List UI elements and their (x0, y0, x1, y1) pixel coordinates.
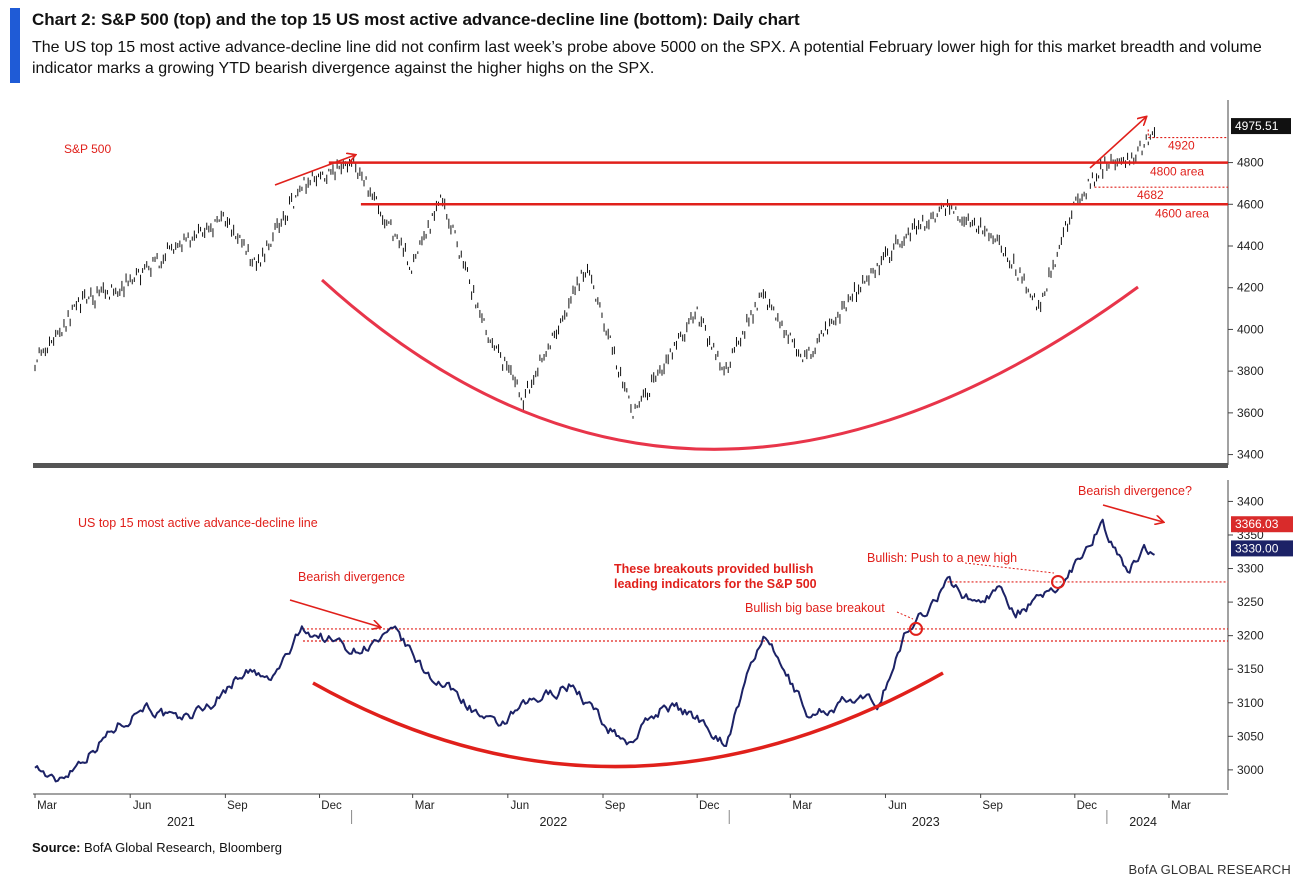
ad-last-value-tag-navy (1231, 540, 1293, 557)
level-4682-label: 4682 (1137, 188, 1164, 202)
sp500-y-tick-label: 4600 (1237, 197, 1264, 211)
ad-y-tick-label: 3100 (1237, 696, 1264, 710)
breakouts-note-line2: leading indicators for the S&P 500 (614, 577, 817, 591)
panel-divider-bar (33, 463, 1228, 468)
x-month-label: Dec (321, 800, 342, 812)
x-month-label: Dec (699, 800, 720, 812)
brand-mark: BofA GLOBAL RESEARCH (1128, 862, 1291, 877)
ad-line-series (34, 518, 1155, 783)
dual-panel-chart: 3400 3600 3800 4000 4200 4400 4600 4800 4920 4800… (33, 100, 1293, 829)
level-4800-label: 4800 area (1150, 165, 1204, 179)
level-4600-label: 4600 area (1155, 206, 1209, 220)
ad-last-value-label-red: 3366.03 (1235, 517, 1279, 531)
sp500-arrow-2021 (274, 155, 355, 186)
advance-decline-panel: 3000305031003150320032503300335034003366… (34, 480, 1293, 790)
bearish-divergence-label: Bearish divergence (298, 570, 405, 584)
ad-arrow-2021 (289, 599, 380, 627)
x-month-label: Mar (1171, 800, 1191, 812)
x-month-label: Sep (982, 800, 1002, 812)
x-month-label: Jun (133, 800, 152, 812)
ad-y-tick-label: 3250 (1237, 595, 1264, 609)
sp500-last-value-label: 4975.51 (1235, 119, 1279, 133)
sp500-price-bars (34, 127, 1155, 419)
sp500-last-value-tag (1231, 118, 1291, 135)
bearish-divergence-q-label: Bearish divergence? (1078, 484, 1192, 498)
sp500-y-tick-label: 4000 (1237, 322, 1264, 336)
ad-y-tick-label: 3050 (1237, 729, 1264, 743)
source-text: BofA Global Research, Bloomberg (84, 840, 283, 855)
sp500-series-label: S&P 500 (64, 142, 111, 156)
x-month-label: Mar (792, 800, 812, 812)
x-axis: Mar Jun Sep Dec Mar Jun Sep Dec Mar Jun Sep Dec Mar 2… (33, 793, 1228, 829)
x-month-label: Sep (227, 800, 247, 812)
ad-series-label: US top 15 most active advance-decline li… (78, 516, 318, 530)
annotations: S&P 500 US top 15 most active advance-de… (64, 142, 1192, 615)
ad-y-tick-label: 3300 (1237, 562, 1264, 576)
ad-arrow-2024 (1102, 504, 1163, 522)
sp500-y-tick-label: 4800 (1237, 156, 1264, 170)
x-month-label: Jun (511, 800, 530, 812)
x-month-label: Sep (605, 800, 625, 812)
ad-y-tick-label: 3150 (1237, 662, 1264, 676)
x-year-label: 2021 (167, 815, 195, 829)
accent-bar (10, 8, 20, 83)
ad-high-leader (964, 562, 1055, 574)
chart-title: Chart 2: S&P 500 (top) and the top 15 US… (32, 10, 800, 29)
bullish-new-high-label: Bullish: Push to a new high (867, 551, 1017, 565)
source-label: Source: (32, 840, 81, 855)
sp500-y-tick-label: 4400 (1237, 239, 1264, 253)
ad-base-leader (896, 611, 914, 620)
ad-breakout-circle-high (1051, 574, 1065, 589)
sp500-y-tick-label: 3800 (1237, 364, 1264, 378)
sp500-y-tick-label: 4200 (1237, 281, 1264, 295)
ad-y-tick-label: 3200 (1237, 629, 1264, 643)
x-month-label: Dec (1077, 800, 1098, 812)
x-year-label: 2024 (1129, 815, 1157, 829)
level-4920-label: 4920 (1168, 139, 1195, 153)
chart-subtitle: The US top 15 most active advance-declin… (32, 39, 1262, 77)
panel-divider (33, 463, 1228, 468)
sp500-arrow-2024 (1089, 117, 1146, 169)
ad-y-tick-label: 3000 (1237, 763, 1264, 777)
ad-base-arc (312, 671, 944, 769)
ad-breakout-circle-base (909, 621, 923, 636)
breakouts-note-line1: These breakouts provided bullish (614, 562, 813, 576)
sp500-base-arc (320, 278, 1139, 451)
x-year-label: 2022 (539, 815, 567, 829)
x-month-label: Mar (37, 800, 57, 812)
x-year-label: 2023 (912, 815, 940, 829)
sp500-panel: 3400 3600 3800 4000 4200 4400 4600 4800 4920 4800… (34, 100, 1291, 465)
x-month-label: Jun (888, 800, 907, 812)
x-month-label: Mar (415, 800, 435, 812)
source-note: Source: BofA Global Research, Bloomberg (32, 840, 282, 855)
bullish-base-label: Bullish big base breakout (745, 601, 885, 615)
ad-last-value-label-navy: 3330.00 (1235, 541, 1279, 555)
sp500-y-tick-label: 3600 (1237, 406, 1264, 420)
ad-y-tick-label: 3400 (1237, 494, 1264, 508)
sp500-y-tick-label: 3400 (1237, 448, 1264, 462)
ad-last-value-tag-red (1231, 516, 1293, 533)
